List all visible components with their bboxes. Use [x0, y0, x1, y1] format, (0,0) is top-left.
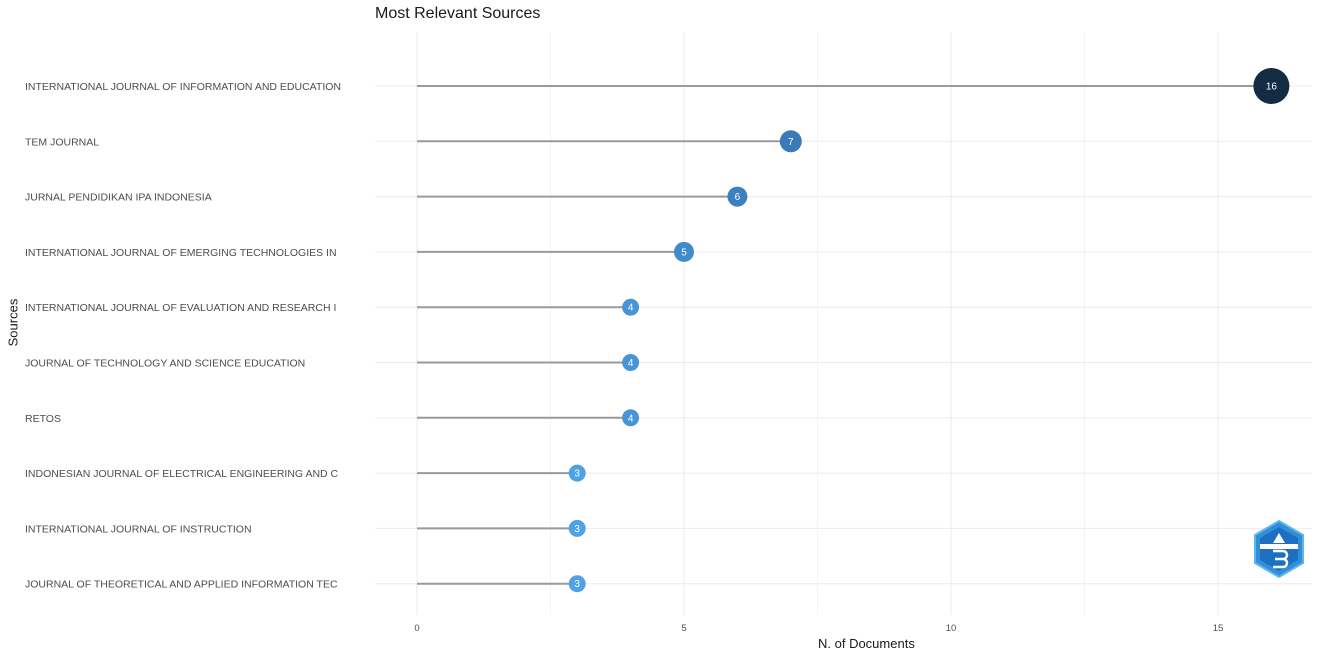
value-label: 4: [628, 358, 634, 369]
data-point: [622, 354, 640, 371]
value-label: 5: [681, 247, 687, 258]
source-row: JOURNAL OF THEORETICAL AND APPLIED INFOR…: [25, 575, 1312, 593]
source-row: JURNAL PENDIDIKAN IPA INDONESIA 6: [25, 186, 1312, 207]
source-row: INTERNATIONAL JOURNAL OF EMERGING TECHNO…: [25, 241, 1312, 262]
data-point: [674, 241, 694, 262]
value-label: 3: [574, 469, 580, 480]
x-tick-label: 10: [946, 623, 957, 634]
x-tick-label: 5: [681, 623, 686, 634]
value-label: 4: [628, 413, 634, 424]
x-tick-label: 15: [1213, 623, 1224, 634]
source-row: JOURNAL OF TECHNOLOGY AND SCIENCE EDUCAT…: [25, 354, 1312, 371]
x-tick-label: 0: [414, 623, 419, 634]
value-label: 3: [574, 579, 580, 590]
data-point: [779, 130, 802, 153]
source-label: RETOS: [25, 413, 61, 425]
value-label: 4: [628, 303, 634, 314]
source-row: INTERNATIONAL JOURNAL OF INSTRUCTION 3: [25, 519, 1312, 537]
value-label: 6: [735, 192, 741, 203]
data-point: [622, 298, 640, 316]
bibliometrix-logo-icon: [1254, 519, 1304, 579]
source-row: INTERNATIONAL JOURNAL OF INFORMATION AND…: [25, 68, 1312, 104]
data-point: [568, 464, 586, 482]
source-label: JOURNAL OF TECHNOLOGY AND SCIENCE EDUCAT…: [25, 358, 305, 370]
source-row: INDONESIAN JOURNAL OF ELECTRICAL ENGINEE…: [25, 464, 1312, 482]
data-point: [568, 519, 586, 537]
source-label: JURNAL PENDIDIKAN IPA INDONESIA: [25, 192, 212, 204]
source-label: INTERNATIONAL JOURNAL OF INSTRUCTION: [25, 523, 252, 535]
value-label: 7: [788, 137, 794, 148]
data-point: [622, 409, 640, 427]
source-row: RETOS 4: [25, 409, 1312, 427]
chart-title: Most Relevant Sources: [375, 5, 541, 22]
source-label: INTERNATIONAL JOURNAL OF INFORMATION AND…: [25, 81, 341, 93]
source-row: INTERNATIONAL JOURNAL OF EVALUATION AND …: [25, 298, 1312, 316]
x-axis-label: N. of Documents: [818, 636, 915, 651]
data-point: [1253, 68, 1290, 104]
data-point: [727, 186, 748, 207]
source-label: TEM JOURNAL: [25, 136, 99, 148]
source-label: INTERNATIONAL JOURNAL OF EVALUATION AND …: [25, 302, 336, 314]
source-label: INTERNATIONAL JOURNAL OF EMERGING TECHNO…: [25, 247, 337, 259]
data-point: [568, 575, 586, 593]
source-row: TEM JOURNAL 7: [25, 130, 1312, 153]
value-label: 16: [1266, 82, 1278, 93]
value-label: 3: [574, 524, 580, 535]
source-label: INDONESIAN JOURNAL OF ELECTRICAL ENGINEE…: [25, 468, 339, 480]
source-label: JOURNAL OF THEORETICAL AND APPLIED INFOR…: [25, 579, 338, 591]
